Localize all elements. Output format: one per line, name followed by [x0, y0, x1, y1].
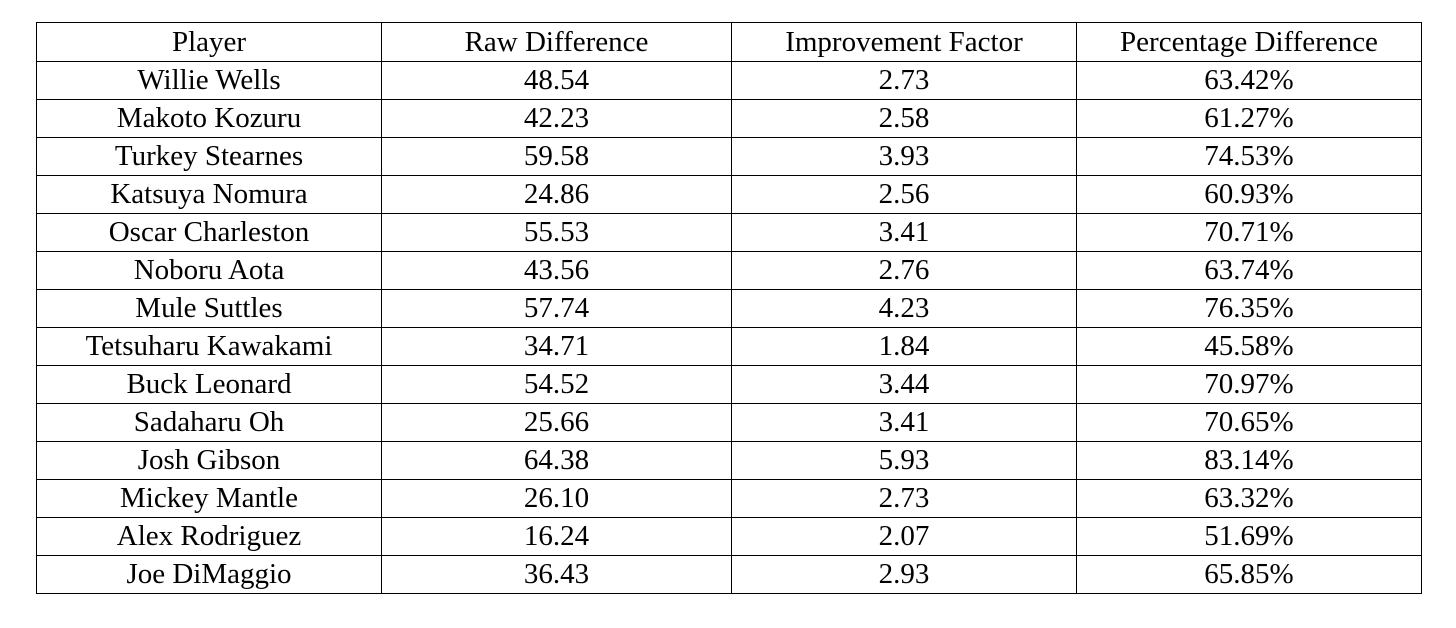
cell-raw-difference: 25.66 — [381, 403, 732, 442]
cell-player: Noboru Aota — [36, 251, 382, 290]
table-row: Joe DiMaggio 36.43 2.93 65.85% — [36, 555, 1422, 594]
table-row: Buck Leonard 54.52 3.44 70.97% — [36, 365, 1422, 404]
cell-player: Willie Wells — [36, 61, 382, 100]
cell-improvement-factor: 2.76 — [731, 251, 1077, 290]
cell-raw-difference: 42.23 — [381, 99, 732, 138]
cell-raw-difference: 55.53 — [381, 213, 732, 252]
cell-percentage-difference: 70.65% — [1076, 403, 1422, 442]
cell-percentage-difference: 51.69% — [1076, 517, 1422, 556]
cell-improvement-factor: 1.84 — [731, 327, 1077, 366]
cell-improvement-factor: 2.07 — [731, 517, 1077, 556]
table-row: Noboru Aota 43.56 2.76 63.74% — [36, 251, 1422, 290]
cell-improvement-factor: 3.41 — [731, 403, 1077, 442]
cell-percentage-difference: 63.74% — [1076, 251, 1422, 290]
cell-raw-difference: 24.86 — [381, 175, 732, 214]
cell-percentage-difference: 60.93% — [1076, 175, 1422, 214]
cell-raw-difference: 59.58 — [381, 137, 732, 176]
data-table-container: Player Raw Difference Improvement Factor… — [36, 22, 1422, 594]
header-player: Player — [36, 22, 382, 62]
table-row: Katsuya Nomura 24.86 2.56 60.93% — [36, 175, 1422, 214]
cell-improvement-factor: 2.56 — [731, 175, 1077, 214]
cell-improvement-factor: 2.73 — [731, 479, 1077, 518]
table-row: Oscar Charleston 55.53 3.41 70.71% — [36, 213, 1422, 252]
table-row: Mickey Mantle 26.10 2.73 63.32% — [36, 479, 1422, 518]
cell-percentage-difference: 45.58% — [1076, 327, 1422, 366]
header-raw-difference: Raw Difference — [381, 22, 732, 62]
cell-player: Turkey Stearnes — [36, 137, 382, 176]
cell-player: Buck Leonard — [36, 365, 382, 404]
cell-improvement-factor: 3.93 — [731, 137, 1077, 176]
header-improvement-factor: Improvement Factor — [731, 22, 1077, 62]
table-row: Turkey Stearnes 59.58 3.93 74.53% — [36, 137, 1422, 176]
cell-raw-difference: 36.43 — [381, 555, 732, 594]
cell-percentage-difference: 70.97% — [1076, 365, 1422, 404]
cell-percentage-difference: 63.42% — [1076, 61, 1422, 100]
cell-percentage-difference: 61.27% — [1076, 99, 1422, 138]
table-row: Mule Suttles 57.74 4.23 76.35% — [36, 289, 1422, 328]
cell-percentage-difference: 74.53% — [1076, 137, 1422, 176]
cell-raw-difference: 43.56 — [381, 251, 732, 290]
cell-improvement-factor: 3.44 — [731, 365, 1077, 404]
cell-raw-difference: 57.74 — [381, 289, 732, 328]
cell-player: Katsuya Nomura — [36, 175, 382, 214]
table-row: Willie Wells 48.54 2.73 63.42% — [36, 61, 1422, 100]
table-row: Alex Rodriguez 16.24 2.07 51.69% — [36, 517, 1422, 556]
cell-percentage-difference: 65.85% — [1076, 555, 1422, 594]
player-comparison-table: Player Raw Difference Improvement Factor… — [36, 22, 1422, 594]
cell-player: Joe DiMaggio — [36, 555, 382, 594]
table-row: Josh Gibson 64.38 5.93 83.14% — [36, 441, 1422, 480]
cell-percentage-difference: 76.35% — [1076, 289, 1422, 328]
cell-raw-difference: 54.52 — [381, 365, 732, 404]
header-percentage-difference: Percentage Difference — [1076, 22, 1422, 62]
cell-player: Mickey Mantle — [36, 479, 382, 518]
cell-raw-difference: 26.10 — [381, 479, 732, 518]
cell-player: Oscar Charleston — [36, 213, 382, 252]
cell-player: Josh Gibson — [36, 441, 382, 480]
cell-player: Alex Rodriguez — [36, 517, 382, 556]
cell-player: Tetsuharu Kawakami — [36, 327, 382, 366]
cell-percentage-difference: 83.14% — [1076, 441, 1422, 480]
cell-player: Sadaharu Oh — [36, 403, 382, 442]
cell-raw-difference: 64.38 — [381, 441, 732, 480]
cell-improvement-factor: 2.73 — [731, 61, 1077, 100]
cell-raw-difference: 34.71 — [381, 327, 732, 366]
table-row: Makoto Kozuru 42.23 2.58 61.27% — [36, 99, 1422, 138]
table-row: Tetsuharu Kawakami 34.71 1.84 45.58% — [36, 327, 1422, 366]
cell-improvement-factor: 5.93 — [731, 441, 1077, 480]
cell-percentage-difference: 70.71% — [1076, 213, 1422, 252]
cell-player: Makoto Kozuru — [36, 99, 382, 138]
cell-percentage-difference: 63.32% — [1076, 479, 1422, 518]
table-row: Sadaharu Oh 25.66 3.41 70.65% — [36, 403, 1422, 442]
cell-raw-difference: 16.24 — [381, 517, 732, 556]
cell-improvement-factor: 2.93 — [731, 555, 1077, 594]
cell-player: Mule Suttles — [36, 289, 382, 328]
cell-improvement-factor: 2.58 — [731, 99, 1077, 138]
cell-improvement-factor: 4.23 — [731, 289, 1077, 328]
cell-improvement-factor: 3.41 — [731, 213, 1077, 252]
cell-raw-difference: 48.54 — [381, 61, 732, 100]
header-row: Player Raw Difference Improvement Factor… — [36, 22, 1422, 62]
